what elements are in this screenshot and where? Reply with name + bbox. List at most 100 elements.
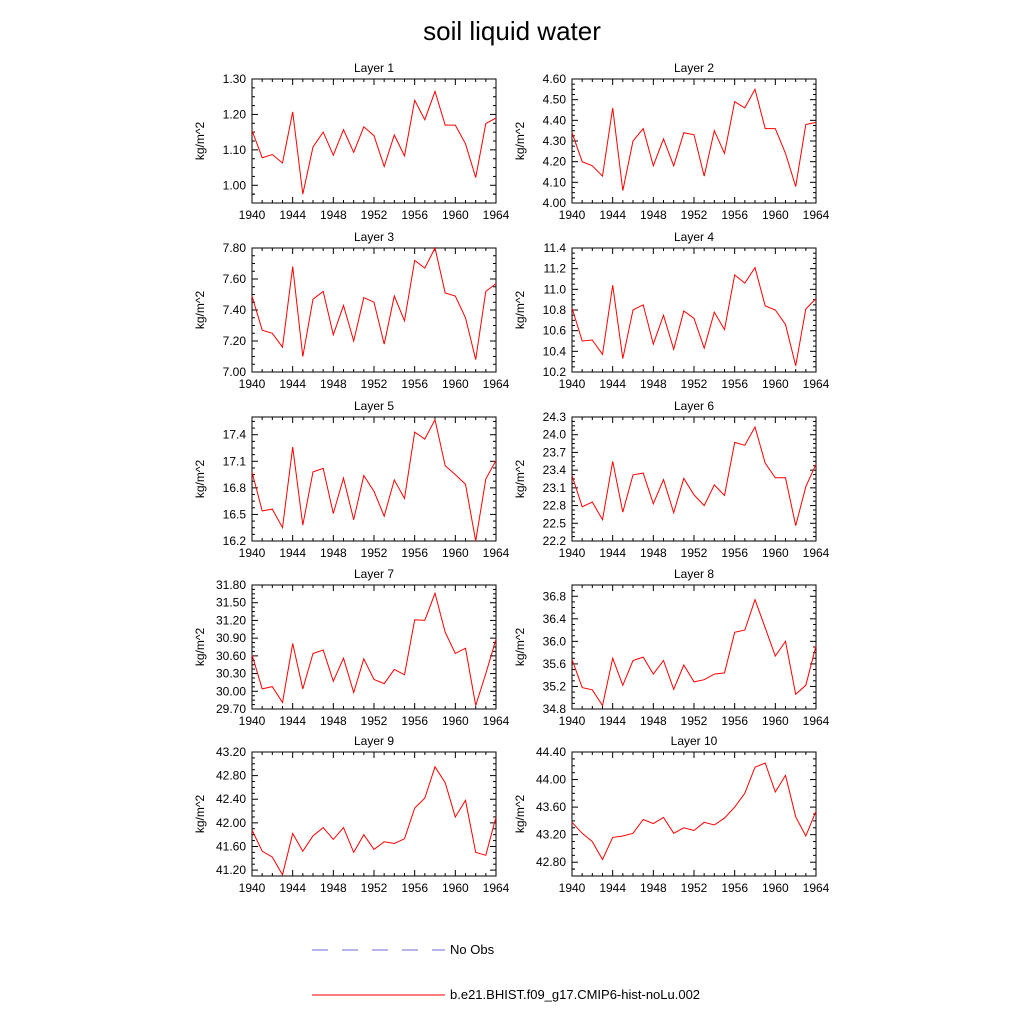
y-tick-label: 10.4 [543, 344, 567, 358]
panel-title: Layer 3 [354, 230, 394, 244]
x-tick-label: 1956 [401, 714, 428, 728]
x-tick-label: 1952 [681, 208, 708, 222]
x-tick-label: 1964 [803, 881, 830, 895]
series-line-model [571, 266, 817, 366]
y-tick-label: 4.30 [543, 134, 567, 148]
x-tick-label: 1956 [401, 881, 428, 895]
x-tick-label: 1952 [361, 377, 388, 391]
panel-layer-3: Layer 3 kg/m^2 1940 1944 1948 1952 1956 1960 196… [193, 230, 510, 391]
y-tick-label: 44.00 [536, 773, 566, 787]
x-tick-label: 1956 [721, 881, 748, 895]
x-tick-label: 1960 [762, 881, 789, 895]
y-tick-label: 31.80 [216, 578, 246, 592]
plot-frame [251, 78, 497, 204]
panel-title: Layer 9 [354, 734, 394, 748]
y-tick-label: 1.30 [223, 72, 247, 86]
y-axis-label: kg/m^2 [193, 291, 207, 330]
y-tick-label: 7.20 [223, 334, 247, 348]
x-tick-label: 1944 [279, 208, 306, 222]
y-tick-label: 35.2 [543, 679, 567, 693]
y-tick-label: 17.4 [223, 428, 247, 442]
x-tick-label: 1940 [239, 208, 266, 222]
y-axis-label: kg/m^2 [193, 122, 207, 161]
x-tick-label: 1952 [681, 881, 708, 895]
x-tick-label: 1944 [279, 377, 306, 391]
panel-layer-9: Layer 9 kg/m^2 1940 1944 1948 1952 1956 1960 196… [193, 734, 510, 895]
y-tick-label: 7.00 [223, 365, 247, 379]
x-tick-label: 1956 [401, 546, 428, 560]
x-tick-label: 1960 [442, 546, 469, 560]
x-tick-label: 1940 [239, 546, 266, 560]
series-line-model [571, 762, 817, 861]
x-tick-label: 1960 [762, 714, 789, 728]
y-tick-label: 36.4 [543, 612, 567, 626]
y-tick-label: 10.8 [543, 303, 567, 317]
x-tick-label: 1952 [681, 377, 708, 391]
series-line-model [251, 89, 497, 195]
y-tick-label: 10.6 [543, 324, 567, 338]
series-line-model [571, 598, 817, 707]
x-tick-label: 1952 [361, 208, 388, 222]
y-axis-label: kg/m^2 [193, 795, 207, 834]
x-tick-label: 1964 [483, 377, 510, 391]
x-tick-label: 1940 [239, 881, 266, 895]
x-tick-label: 1952 [681, 714, 708, 728]
panel-layer-7: Layer 7 kg/m^2 1940 1944 1948 1952 1956 1960 196… [193, 567, 510, 728]
plot-frame [571, 78, 817, 204]
x-tick-label: 1956 [721, 546, 748, 560]
x-tick-label: 1940 [559, 377, 586, 391]
x-tick-label: 1964 [483, 208, 510, 222]
x-tick-label: 1948 [320, 714, 347, 728]
legend-label-model: b.e21.BHIST.f09_g17.CMIP6-hist-noLu.002 [450, 987, 700, 1002]
x-tick-label: 1960 [762, 377, 789, 391]
y-axis-label: kg/m^2 [513, 795, 527, 834]
y-tick-label: 4.40 [543, 113, 567, 127]
panel-layer-2: Layer 2 kg/m^2 1940 1944 1948 1952 1956 1960 196… [513, 61, 830, 222]
x-tick-label: 1944 [279, 546, 306, 560]
x-tick-label: 1964 [483, 546, 510, 560]
y-tick-label: 11.2 [544, 262, 567, 276]
panel-layer-5: Layer 5 kg/m^2 1940 1944 1948 1952 1956 1960 196… [193, 399, 510, 560]
y-tick-label: 43.20 [536, 828, 566, 842]
panel-layer-6: Layer 6 kg/m^2 1940 1944 1948 1952 1956 1960 196… [513, 399, 830, 560]
y-tick-label: 42.80 [216, 769, 246, 783]
x-tick-label: 1960 [442, 714, 469, 728]
plot-frame [571, 584, 817, 710]
series-line-model [251, 418, 497, 542]
y-tick-label: 16.8 [223, 481, 247, 495]
y-tick-label: 22.8 [543, 499, 567, 513]
series-line-model [571, 87, 817, 191]
series-line-model [251, 765, 497, 877]
x-tick-label: 1956 [721, 714, 748, 728]
y-tick-label: 42.00 [216, 816, 246, 830]
y-tick-label: 4.10 [543, 175, 567, 189]
series-line-model [571, 425, 817, 526]
x-tick-label: 1952 [361, 546, 388, 560]
y-tick-label: 35.6 [543, 657, 567, 671]
y-tick-label: 36.0 [543, 634, 567, 648]
figure-title: soil liquid water [423, 16, 601, 46]
x-tick-label: 1940 [559, 881, 586, 895]
y-tick-label: 11.4 [544, 241, 567, 255]
x-tick-label: 1948 [640, 881, 667, 895]
x-tick-label: 1956 [721, 208, 748, 222]
y-axis-label: kg/m^2 [513, 122, 527, 161]
x-tick-label: 1952 [681, 546, 708, 560]
y-tick-label: 36.8 [543, 589, 567, 603]
y-tick-label: 41.60 [216, 839, 246, 853]
legend: No Obs b.e21.BHIST.f09_g17.CMIP6-hist-no… [312, 942, 700, 1002]
y-tick-label: 42.80 [536, 855, 566, 869]
y-tick-label: 42.40 [216, 792, 246, 806]
x-tick-label: 1944 [279, 881, 306, 895]
y-axis-label: kg/m^2 [513, 460, 527, 499]
x-tick-label: 1952 [361, 881, 388, 895]
plot-frame [571, 751, 817, 877]
y-tick-label: 34.8 [543, 702, 567, 716]
x-tick-label: 1960 [762, 546, 789, 560]
y-tick-label: 1.00 [223, 178, 247, 192]
y-axis-label: kg/m^2 [193, 628, 207, 667]
x-tick-label: 1944 [599, 546, 626, 560]
y-tick-label: 29.70 [216, 702, 246, 716]
x-tick-label: 1956 [401, 208, 428, 222]
